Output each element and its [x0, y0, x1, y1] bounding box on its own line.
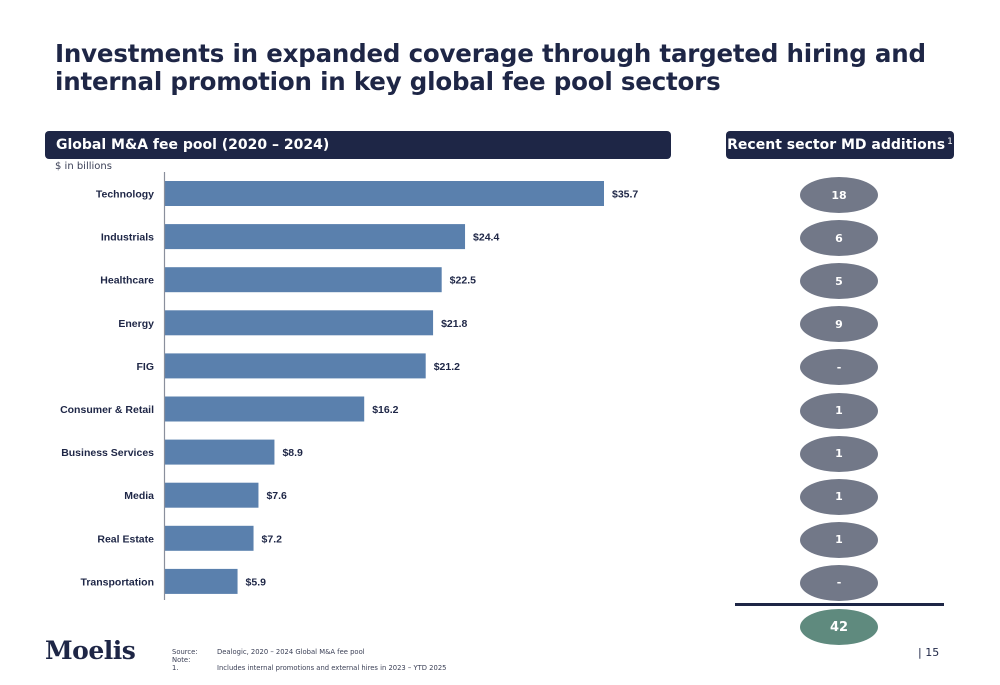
value-label: $24.4	[473, 232, 499, 244]
value-label: $21.2	[434, 361, 460, 373]
md-additions-value: 1	[835, 533, 843, 547]
value-label: $35.7	[612, 189, 638, 201]
total-divider	[735, 603, 944, 606]
md-additions-value: 9	[835, 317, 843, 331]
value-label: $16.2	[372, 404, 398, 416]
value-label: $22.5	[450, 275, 476, 287]
bar-healthcare	[165, 267, 442, 293]
fee-pool-header: Global M&A fee pool (2020 – 2024)	[45, 131, 671, 159]
fee-pool-header-text: Global M&A fee pool (2020 – 2024)	[56, 137, 330, 153]
md-additions-bubble: 1	[800, 435, 878, 472]
category-label: Real Estate	[97, 533, 154, 545]
source-text: Dealogic, 2020 – 2024 Global M&A fee poo…	[217, 648, 365, 656]
category-label: Media	[124, 490, 154, 502]
bar-consumer-retail	[165, 396, 365, 422]
md-additions-bubble: -	[800, 564, 878, 601]
category-label: Business Services	[61, 447, 154, 459]
md-additions-value: -	[836, 360, 842, 374]
bar-media	[165, 482, 259, 508]
md-additions-value: 18	[831, 188, 847, 202]
md-additions-bubble: 5	[800, 263, 878, 300]
md-additions-bubble: 6	[800, 220, 878, 257]
md-additions-total-value: 42	[829, 619, 849, 635]
bar-real-estate	[165, 525, 254, 551]
bar-technology	[165, 181, 604, 206]
bar-industrials	[165, 224, 466, 250]
category-label: FIG	[137, 361, 155, 373]
md-additions-bubble: 1	[800, 521, 878, 558]
moelis-logo: Moelis	[45, 636, 136, 665]
value-label: $21.8	[441, 318, 467, 330]
value-label: $7.6	[266, 490, 287, 502]
md-additions-bubble: 9	[800, 306, 878, 343]
note-1-label: 1.	[172, 664, 179, 672]
md-additions-header: Recent sector MD additions 1	[726, 131, 954, 159]
note-label: Note:	[172, 656, 191, 664]
value-label: $7.2	[262, 533, 283, 545]
category-label: Consumer & Retail	[60, 404, 154, 416]
category-label: Technology	[96, 189, 154, 201]
md-additions-value: 1	[835, 447, 843, 461]
bar-energy	[165, 310, 434, 336]
value-label: $8.9	[282, 447, 303, 459]
source-label: Source:	[172, 648, 198, 656]
md-additions-value: 6	[835, 231, 843, 245]
md-additions-bubble: 1	[800, 392, 878, 429]
md-additions-value: 1	[835, 404, 843, 417]
value-label: $5.9	[246, 576, 267, 588]
bar-transportation	[165, 568, 238, 594]
note-1-text: Includes internal promotions and externa…	[217, 664, 447, 672]
category-label: Energy	[118, 318, 154, 330]
md-additions-bubble: 18	[800, 177, 878, 213]
footnote-marker: 1	[947, 137, 953, 147]
md-additions-value: 5	[835, 274, 843, 288]
bar-business-services	[165, 439, 275, 465]
md-additions-total: 42	[800, 609, 878, 645]
page-number: | 15	[918, 646, 940, 659]
page-title: Investments in expanded coverage through…	[55, 39, 926, 96]
md-additions-bubble: -	[800, 349, 878, 386]
md-additions-header-text: Recent sector MD additions	[727, 137, 946, 153]
md-additions-value: 1	[835, 490, 843, 504]
category-label: Transportation	[80, 576, 154, 588]
bar-fig	[165, 353, 426, 379]
units-label: $ in billions	[55, 161, 112, 172]
category-label: Healthcare	[100, 275, 154, 287]
category-label: Industrials	[101, 232, 154, 244]
md-additions-value: -	[836, 576, 842, 590]
md-additions-bubble: 1	[800, 478, 878, 515]
